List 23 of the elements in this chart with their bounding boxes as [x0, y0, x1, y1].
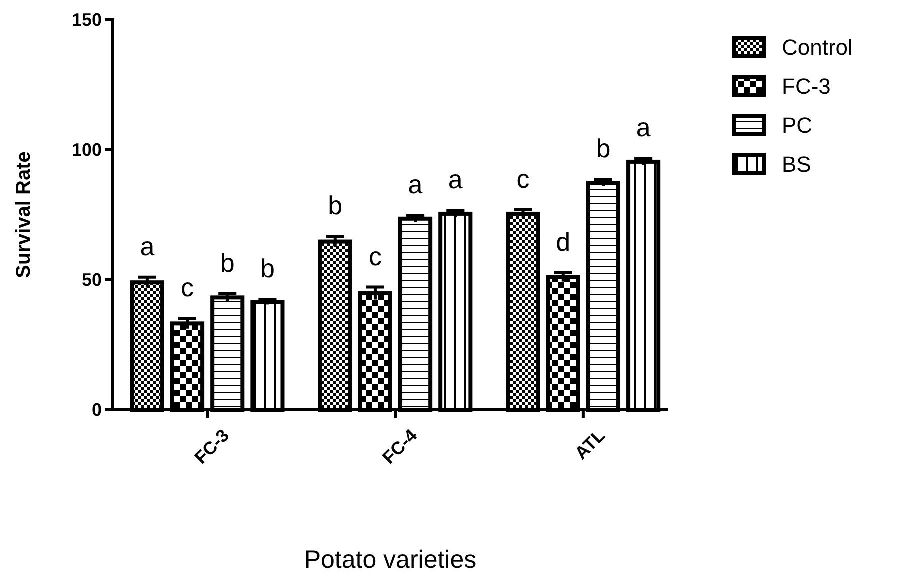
- data-label: b: [328, 190, 343, 221]
- x-axis-title: Potato varieties: [304, 546, 477, 574]
- data-label: c: [181, 272, 194, 302]
- legend-label: Control: [782, 35, 853, 60]
- data-label: a: [140, 231, 156, 262]
- data-label: b: [596, 134, 611, 164]
- data-label: d: [556, 226, 571, 257]
- x-tick-label: ATL: [571, 426, 610, 464]
- legend-label: BS: [782, 152, 812, 177]
- data-label: c: [516, 164, 530, 194]
- y-axis-title: Survival Rate: [13, 152, 35, 278]
- data-label: b: [220, 248, 235, 278]
- data-label: a: [636, 112, 652, 143]
- y-tick-label: 50: [82, 270, 102, 290]
- data-label: a: [408, 170, 424, 200]
- legend-label: FC-3: [782, 74, 831, 99]
- y-tick-label: 0: [92, 400, 102, 420]
- data-label: a: [448, 164, 464, 195]
- legend-label: PC: [782, 113, 813, 138]
- y-tick-label: 150: [72, 10, 102, 30]
- data-label: c: [368, 241, 382, 272]
- y-tick-label: 100: [72, 140, 102, 160]
- data-label: b: [260, 254, 275, 284]
